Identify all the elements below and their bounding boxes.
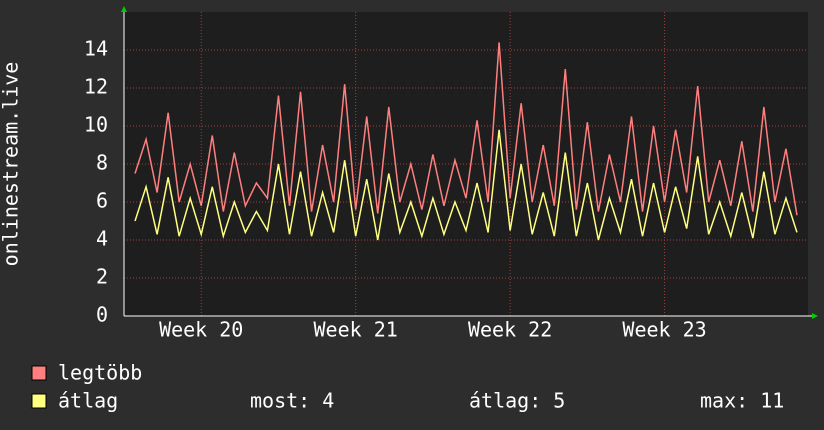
legend-swatch	[31, 365, 47, 381]
y-tick-label: 4	[96, 227, 108, 251]
stat-average: átlag: 5	[469, 389, 565, 413]
stat-max: max: 11	[700, 389, 784, 413]
legend-swatch	[31, 393, 47, 409]
y-tick-label: 12	[84, 75, 108, 99]
x-tick-label: Week 20	[159, 318, 243, 342]
y-tick-label: 10	[84, 113, 108, 137]
x-tick-label: Week 21	[314, 318, 398, 342]
y-axis-label: onlinestream.live	[0, 62, 23, 267]
y-tick-label: 6	[96, 189, 108, 213]
lines	[134, 42, 798, 241]
x-arrow	[812, 313, 818, 319]
series-line	[134, 42, 798, 216]
legend-label: legtöbb	[58, 361, 142, 385]
series-line	[134, 129, 798, 241]
y-tick-label: 8	[96, 151, 108, 175]
legend: legtöbb átlag	[31, 361, 142, 413]
y-tick-label: 2	[96, 265, 108, 289]
y-arrow	[121, 6, 127, 12]
x-tick-label: Week 22	[468, 318, 552, 342]
x-tick-label: Week 23	[622, 318, 706, 342]
legend-label: átlag	[58, 389, 118, 413]
y-tick-label: 0	[96, 303, 108, 327]
grid	[124, 12, 808, 317]
stat-current: most: 4	[250, 389, 334, 413]
y-tick-label: 14	[84, 37, 108, 61]
